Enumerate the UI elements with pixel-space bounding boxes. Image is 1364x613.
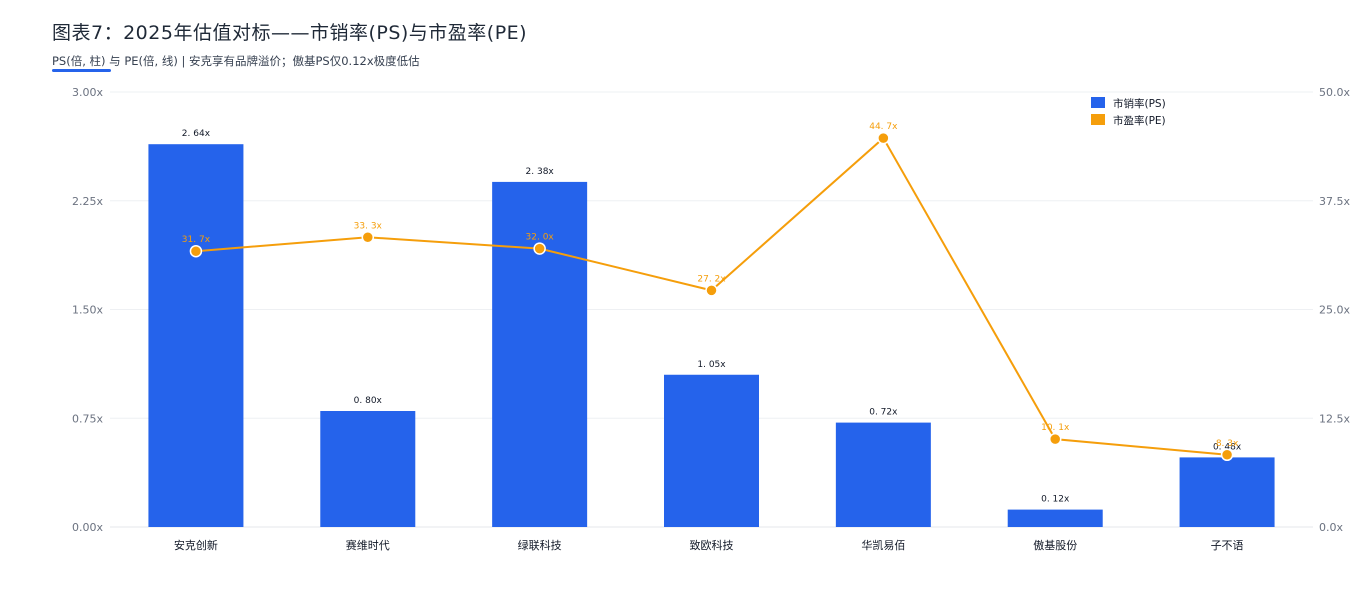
x-category-label: 子不语 — [1211, 539, 1244, 552]
x-category-label: 赛维时代 — [346, 538, 390, 552]
ps-bar — [492, 181, 588, 527]
ps-bar-label: 2. 64x — [182, 129, 211, 139]
x-category-label: 绿联科技 — [518, 538, 562, 552]
y-left-tick-label: 2.25x — [72, 195, 103, 208]
pe-point-label: 8. 3x — [1216, 439, 1239, 449]
pe-point — [189, 244, 203, 258]
y-right-tick-label: 37.5x — [1319, 195, 1350, 208]
pe-point-label: 31. 7x — [182, 235, 211, 245]
ps-bar — [320, 411, 416, 527]
ps-bar — [1179, 457, 1275, 527]
y-right-tick-label: 0.0x — [1319, 521, 1343, 534]
ps-bar — [148, 144, 244, 527]
ps-bar-label: 1. 05x — [697, 360, 726, 370]
pe-point-label: 33. 3x — [354, 221, 383, 231]
ps-bar — [1007, 509, 1103, 527]
pe-point — [533, 242, 546, 255]
y-left-tick-label: 0.75x — [72, 412, 103, 425]
legend-swatch-pe — [1091, 114, 1105, 125]
pe-point-label: 44. 7x — [869, 122, 898, 132]
pe-point — [877, 131, 890, 145]
y-left-tick-label: 3.00x — [72, 86, 103, 99]
y-right-tick-label: 12.5x — [1319, 412, 1350, 425]
x-category-label: 华凯易佰 — [861, 538, 905, 552]
x-category-label: 致欧科技 — [690, 538, 734, 552]
ps-bar — [664, 374, 759, 527]
chart-header: 图表7：2025年估值对标——市销率(PS)与市盈率(PE) PS(倍, 柱) … — [52, 18, 527, 69]
y-left-tick-label: 1.50x — [72, 304, 103, 317]
chart-title: 图表7：2025年估值对标——市销率(PS)与市盈率(PE) — [52, 22, 528, 44]
ps-bar-label: 0. 48x — [1213, 442, 1242, 452]
pe-point-label: 27. 2x — [697, 274, 726, 284]
legend-swatch-ps — [1091, 97, 1105, 108]
pe-point — [1048, 432, 1062, 446]
ps-bar — [835, 422, 931, 527]
x-category-label: 安克创新 — [174, 538, 218, 552]
pe-point — [361, 231, 375, 244]
ps-bar-label: 0. 12x — [1041, 495, 1070, 505]
ps-bar-label: 2. 38x — [526, 167, 555, 177]
pe-point-label: 10. 1x — [1041, 423, 1070, 433]
ps-bar-label: 0. 80x — [354, 396, 383, 406]
y-right-tick-label: 50.0x — [1319, 86, 1350, 99]
pe-point — [705, 284, 718, 297]
x-category-label: 傲基股份 — [1033, 538, 1077, 552]
y-left-tick-label: 0.00x — [72, 521, 103, 534]
pe-point — [1220, 448, 1234, 462]
pe-point-label: 32. 0x — [526, 233, 555, 243]
legend-label-pe: 市盈率(PE) — [1113, 114, 1166, 127]
ps-bar-label: 0. 72x — [869, 408, 898, 418]
y-right-tick-label: 25.0x — [1319, 304, 1350, 317]
chart-subtitle: PS(倍, 柱) 与 PE(倍, 线) | 安克享有品牌溢价；傲基PS仅0.12… — [52, 54, 420, 68]
title-accent-bar — [52, 69, 111, 72]
legend-label-ps: 市销率(PS) — [1113, 97, 1166, 110]
